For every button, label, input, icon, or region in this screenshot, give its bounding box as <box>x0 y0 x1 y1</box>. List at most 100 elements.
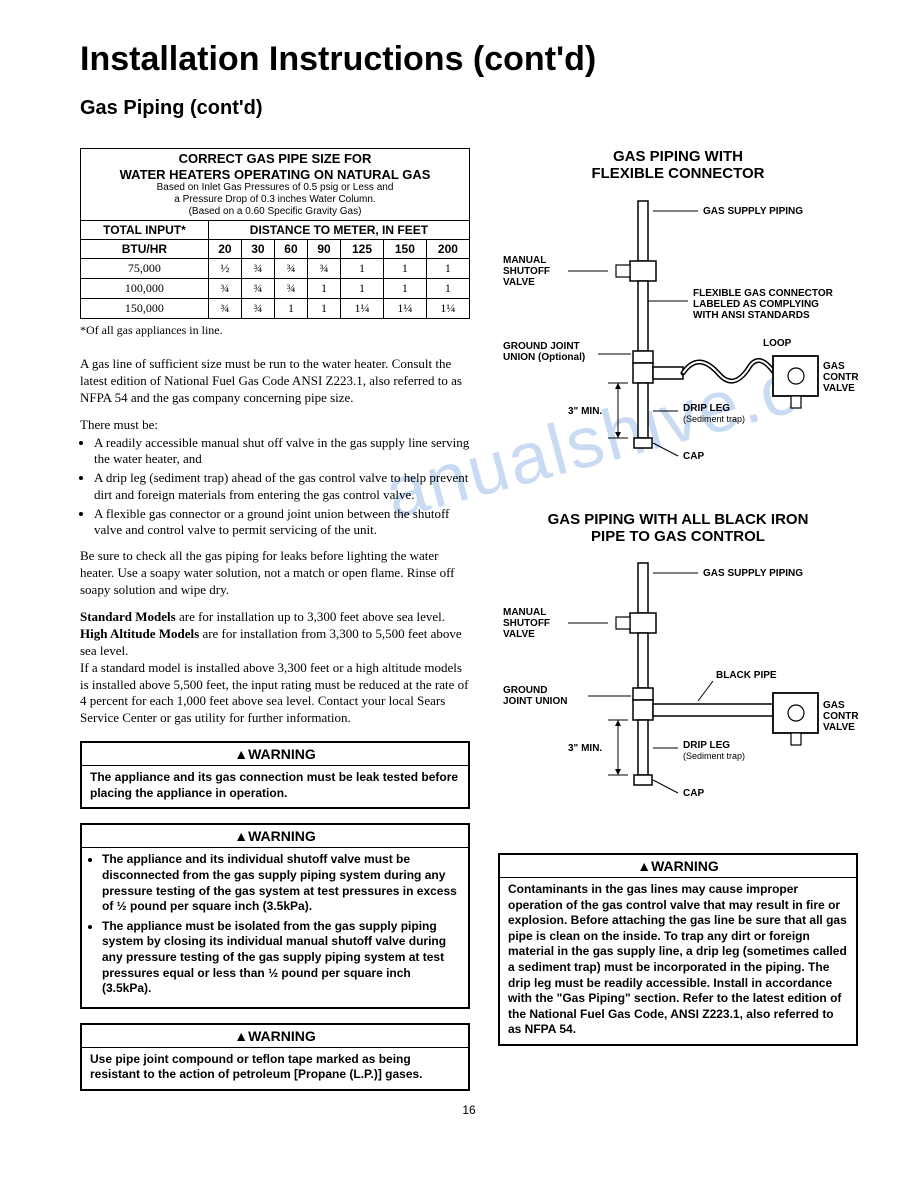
table-sub-3: (Based on a 0.60 Specific Gravity Gas) <box>85 206 465 218</box>
cell: 100,000 <box>81 279 209 299</box>
lbl-gcv2b: CONTROL <box>823 711 858 722</box>
lbl-gju2: JOINT UNION <box>503 696 567 707</box>
altitude-text: If a standard model is installed above 3… <box>80 660 470 728</box>
lbl-flex3: WITH ANSI STANDARDS <box>693 310 810 321</box>
table-sub-1: Based on Inlet Gas Pressures of 0.5 psig… <box>85 182 465 194</box>
cell: ¾ <box>274 259 307 279</box>
table-row: 75,000 ½ ¾ ¾ ¾ 1 1 1 <box>81 259 470 279</box>
high-altitude-models: High Altitude Models are for installatio… <box>80 626 470 660</box>
section-title: Gas Piping (cont'd) <box>80 97 858 120</box>
warning-header: WARNING <box>82 1025 468 1048</box>
standard-models: Standard Models are for installation up … <box>80 609 470 626</box>
lbl-valve2: VALVE <box>503 629 535 640</box>
warning-header: WARNING <box>82 743 468 766</box>
diagram-2-title: GAS PIPING WITH ALL BLACK IRON PIPE TO G… <box>498 511 858 546</box>
cell: 1¼ <box>383 299 426 319</box>
cell: 1 <box>426 279 469 299</box>
lbl-drip: DRIP LEG <box>683 403 730 414</box>
pipe-size-table: CORRECT GAS PIPE SIZE FOR WATER HEATERS … <box>80 148 470 319</box>
lbl-gcv3: VALVE <box>823 383 855 394</box>
cell: ¾ <box>307 259 340 279</box>
paragraph-2: Be sure to check all the gas piping for … <box>80 548 470 599</box>
left-column: CORRECT GAS PIPE SIZE FOR WATER HEATERS … <box>80 148 470 1091</box>
lbl-cap: CAP <box>683 451 704 462</box>
lbl-gas-supply: GAS SUPPLY PIPING <box>703 206 803 217</box>
lbl-gju1: GROUND <box>503 685 547 696</box>
warning-body: Use pipe joint compound or teflon tape m… <box>82 1048 468 1089</box>
lbl-drip2: DRIP LEG <box>683 740 730 751</box>
list-item: A drip leg (sediment trap) ahead of the … <box>94 470 470 503</box>
th-distance: DISTANCE TO METER, IN FEET <box>208 221 469 240</box>
col-6: 200 <box>426 240 469 259</box>
lbl-drip-sub2: (Sediment trap) <box>683 751 745 761</box>
col-2: 60 <box>274 240 307 259</box>
lbl-manual: MANUAL <box>503 255 546 266</box>
col-5: 150 <box>383 240 426 259</box>
there-must-be: There must be: <box>80 417 470 433</box>
cell: 1¼ <box>341 299 384 319</box>
cell: 1 <box>274 299 307 319</box>
warning-box-1: WARNING The appliance and its gas connec… <box>80 741 470 809</box>
diagram-1-title: GAS PIPING WITH FLEXIBLE CONNECTOR <box>498 148 858 183</box>
warning-box-2: WARNING The appliance and its individual… <box>80 823 470 1008</box>
lbl-manual2: MANUAL <box>503 607 546 618</box>
page-title: Installation Instructions (cont'd) <box>80 40 858 79</box>
lbl-valve: VALVE <box>503 277 535 288</box>
cell: 1 <box>383 279 426 299</box>
lbl-shutoff: SHUTOFF <box>503 266 550 277</box>
table-footnote: *Of all gas appliances in line. <box>80 323 470 338</box>
cell: 1 <box>341 259 384 279</box>
lbl-gas-supply2: GAS SUPPLY PIPING <box>703 568 803 579</box>
cell: 1 <box>307 279 340 299</box>
warning-item: The appliance and its individual shutoff… <box>102 852 460 914</box>
lbl-gcv3b: VALVE <box>823 722 855 733</box>
warning-box-3: WARNING Use pipe joint compound or teflo… <box>80 1023 470 1091</box>
warning-header: WARNING <box>82 825 468 848</box>
requirements-list: A readily accessible manual shut off val… <box>94 435 470 539</box>
lbl-ground1: GROUND JOINT <box>503 341 580 352</box>
table-sub-2: a Pressure Drop of 0.3 inches Water Colu… <box>85 194 465 206</box>
right-column: GAS PIPING WITH FLEXIBLE CONNECTOR GAS S… <box>498 148 858 1091</box>
th-btu: BTU/HR <box>81 240 209 259</box>
paragraph-1: A gas line of sufficient size must be ru… <box>80 356 470 407</box>
cell: 150,000 <box>81 299 209 319</box>
lbl-shutoff2: SHUTOFF <box>503 618 550 629</box>
lbl-3min: 3" MIN. <box>568 406 602 417</box>
cell: 1 <box>426 259 469 279</box>
warning-box-4: WARNING Contaminants in the gas lines ma… <box>498 853 858 1046</box>
lbl-flex2: LABELED AS COMPLYING <box>693 299 819 310</box>
cell: 1 <box>341 279 384 299</box>
diagram-black-iron: GAS SUPPLY PIPING MANUAL SHUTOFF VALVE G… <box>498 553 858 833</box>
warning-body: The appliance and its individual shutoff… <box>82 848 468 1006</box>
lbl-ground2: UNION (Optional) <box>503 352 585 363</box>
col-1: 30 <box>241 240 274 259</box>
cell: ¾ <box>241 279 274 299</box>
lbl-black-pipe: BLACK PIPE <box>716 670 777 681</box>
cell: 1¼ <box>426 299 469 319</box>
cell: ¾ <box>274 279 307 299</box>
cell: ¾ <box>208 279 241 299</box>
col-4: 125 <box>341 240 384 259</box>
list-item: A flexible gas connector or a ground joi… <box>94 506 470 539</box>
cell: 1 <box>307 299 340 319</box>
warning-body: Contaminants in the gas lines may cause … <box>500 878 856 1044</box>
lbl-gcv2: CONTROL <box>823 372 858 383</box>
diagram-flexible-connector: GAS SUPPLY PIPING MANUAL SHUTOFF VALVE F… <box>498 191 858 491</box>
warning-header: WARNING <box>500 855 856 878</box>
list-item: A readily accessible manual shut off val… <box>94 435 470 468</box>
col-0: 20 <box>208 240 241 259</box>
cell: ¾ <box>241 299 274 319</box>
table-row: 100,000 ¾ ¾ ¾ 1 1 1 1 <box>81 279 470 299</box>
lbl-drip-sub: (Sediment trap) <box>683 414 745 424</box>
page-number: 16 <box>80 1103 858 1117</box>
warning-item: The appliance must be isolated from the … <box>102 919 460 997</box>
table-row: 150,000 ¾ ¾ 1 1 1¼ 1¼ 1¼ <box>81 299 470 319</box>
lbl-cap2: CAP <box>683 788 704 799</box>
lbl-loop: LOOP <box>763 338 792 349</box>
cell: ½ <box>208 259 241 279</box>
cell: ¾ <box>208 299 241 319</box>
th-total: TOTAL INPUT* <box>81 221 209 240</box>
lbl-gcv1: GAS <box>823 361 845 372</box>
table-title-2: WATER HEATERS OPERATING ON NATURAL GAS <box>85 167 465 183</box>
cell: ¾ <box>241 259 274 279</box>
